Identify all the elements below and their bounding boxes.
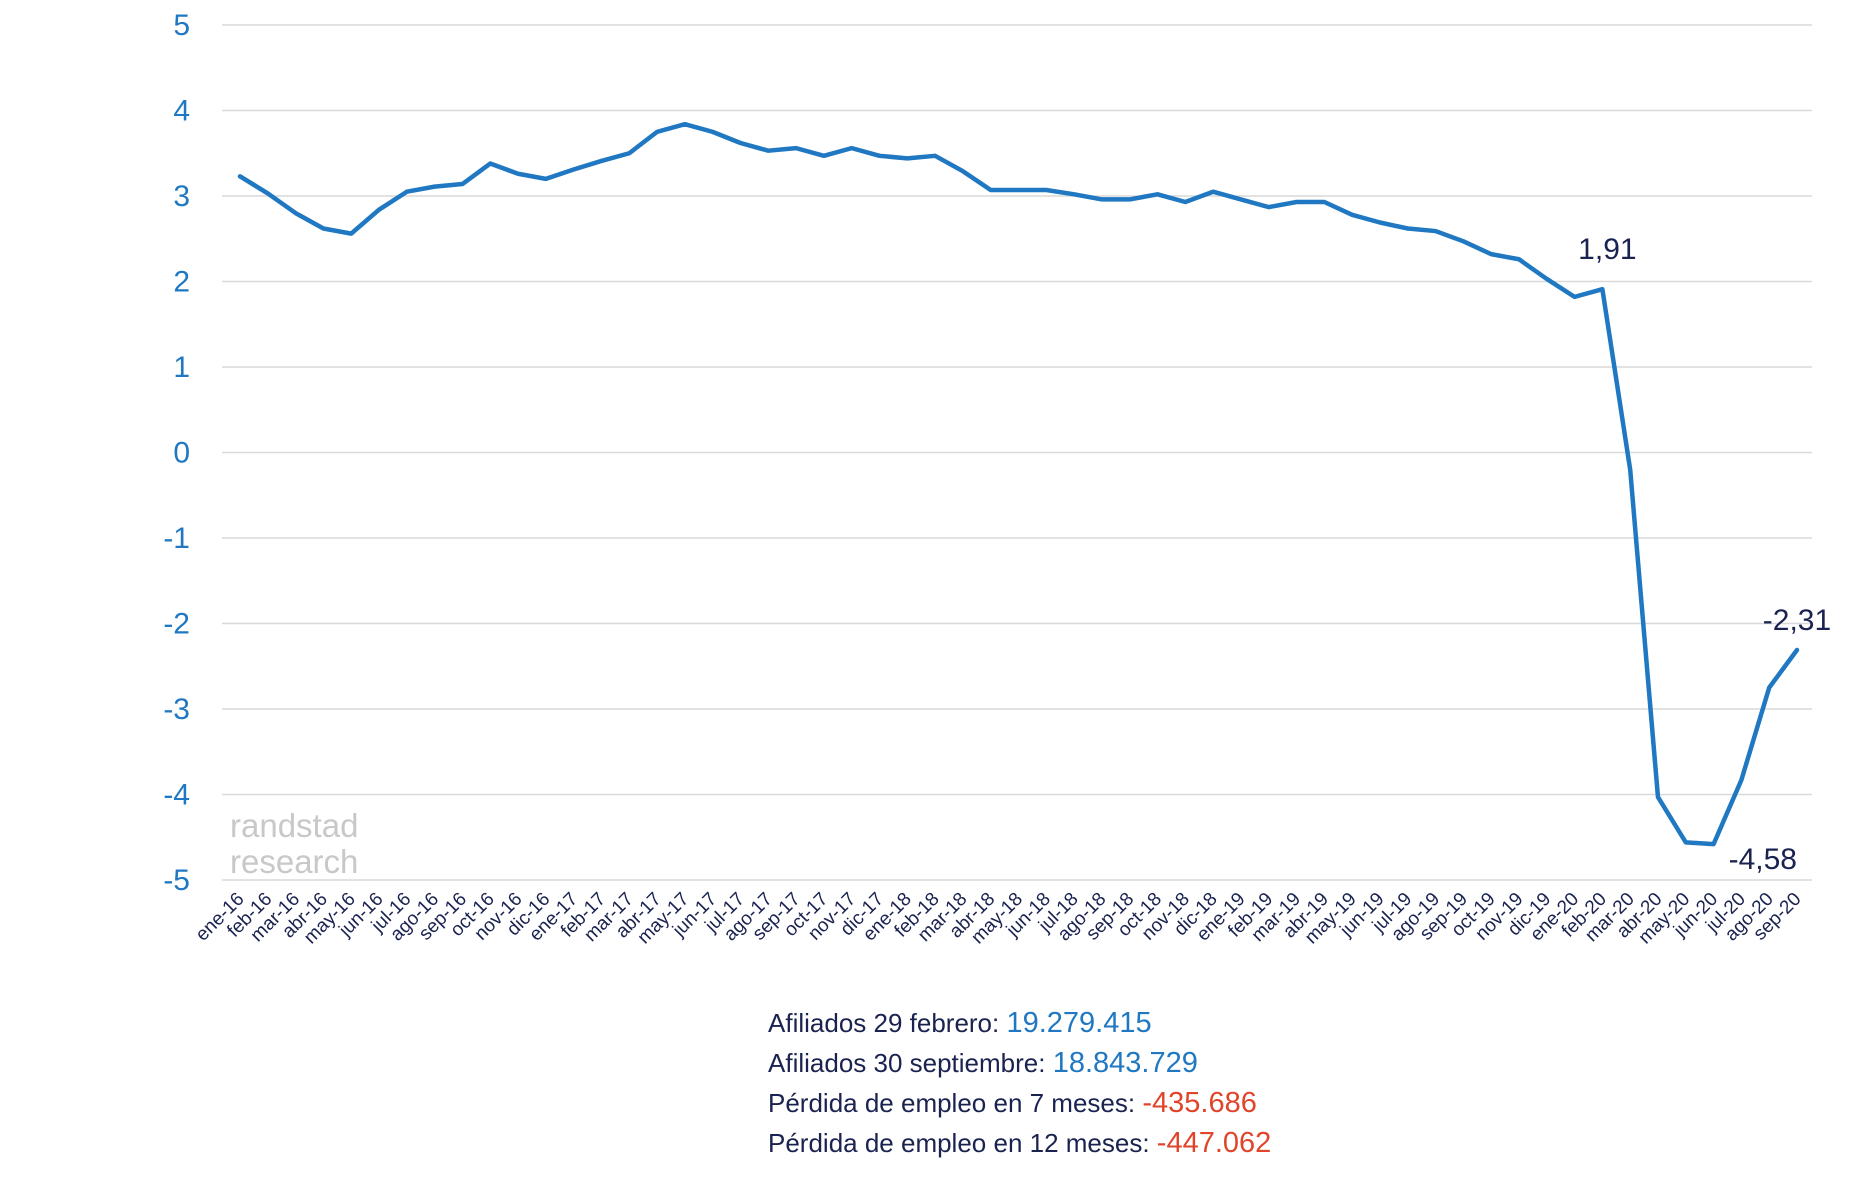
watermark-line2: research bbox=[230, 843, 359, 880]
series-line bbox=[237, 121, 1800, 847]
note-value: -435.686 bbox=[1142, 1087, 1257, 1119]
y-tick-label: -1 bbox=[163, 522, 190, 555]
notes-block: Afiliados 29 febrero: 19.279.415 Afiliad… bbox=[768, 1003, 1271, 1163]
y-tick-label: -2 bbox=[163, 608, 190, 641]
line-chart: 5 4 3 2 1 0 -1 -2 -3 -4 -5 ene-16feb-16mar-16abr-1… bbox=[163, 9, 1831, 949]
data-label: 1,91 bbox=[1578, 233, 1636, 266]
data-label: -2,31 bbox=[1763, 604, 1831, 637]
note-line: Pérdida de empleo en 12 meses: -447.062 bbox=[768, 1123, 1271, 1163]
note-line: Pérdida de empleo en 7 meses: -435.686 bbox=[768, 1083, 1271, 1123]
y-axis-ticks: 5 4 3 2 1 0 -1 -2 -3 -4 -5 bbox=[163, 9, 190, 897]
annotations: 1,91 -4,58 -2,31 bbox=[1578, 233, 1831, 876]
y-tick-label: 2 bbox=[173, 266, 190, 299]
y-tick-label: 0 bbox=[173, 437, 190, 470]
y-tick-label: 1 bbox=[173, 351, 190, 384]
note-label: Afiliados 29 febrero: bbox=[768, 1008, 1007, 1038]
note-value: -447.062 bbox=[1156, 1127, 1272, 1159]
note-value: 18.843.729 bbox=[1052, 1047, 1198, 1079]
y-tick-label: -3 bbox=[163, 693, 190, 726]
y-tick-label: 3 bbox=[173, 180, 190, 213]
note-label: Afiliados 30 septiembre: bbox=[768, 1048, 1053, 1078]
watermark-line1: randstad bbox=[230, 807, 359, 844]
y-tick-label: -4 bbox=[163, 779, 190, 812]
y-tick-label: 4 bbox=[173, 95, 190, 128]
y-tick-label: -5 bbox=[163, 864, 190, 897]
x-axis-ticks: ene-16feb-16mar-16abr-16may-16jun-16jul-… bbox=[192, 889, 1806, 949]
note-value: 19.279.415 bbox=[1006, 1007, 1152, 1039]
note-line: Afiliados 30 septiembre: 18.843.729 bbox=[768, 1043, 1271, 1083]
y-tick-label: 5 bbox=[173, 9, 190, 42]
note-label: Pérdida de empleo en 7 meses: bbox=[768, 1088, 1143, 1118]
data-label: -4,58 bbox=[1729, 843, 1797, 876]
note-line: Afiliados 29 febrero: 19.279.415 bbox=[768, 1003, 1271, 1043]
note-label: Pérdida de empleo en 12 meses: bbox=[768, 1128, 1157, 1158]
gridlines bbox=[222, 24, 1812, 881]
randstad-research-watermark: randstad research bbox=[230, 808, 358, 880]
